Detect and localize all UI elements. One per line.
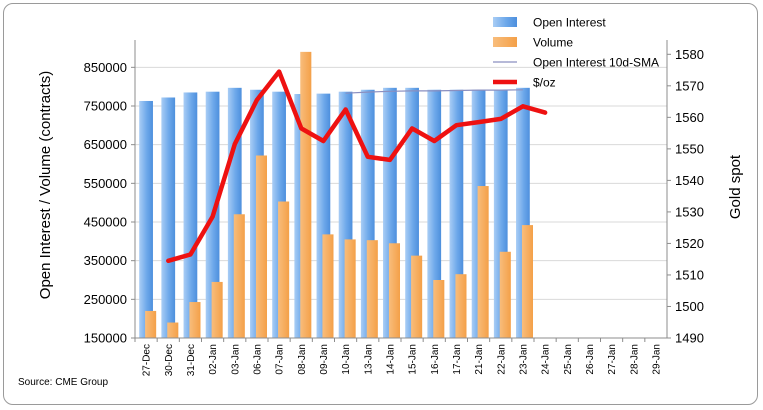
y-tick-label: 550000 — [84, 176, 127, 191]
x-tick-label: 21-Jan — [474, 344, 485, 375]
y-tick-label: 450000 — [84, 215, 127, 230]
x-tick-label: 17-Jan — [452, 344, 463, 375]
y-tick-label: 750000 — [84, 99, 127, 114]
volume-bar — [477, 186, 489, 338]
volume-bar — [521, 225, 533, 338]
y2-tick-label: 1540 — [675, 173, 704, 188]
x-tick-label: 27-Jan — [607, 344, 618, 375]
legend-label: Volume — [533, 36, 573, 50]
open-interest-bar — [183, 92, 198, 338]
y2-tick-label: 1570 — [675, 78, 704, 93]
x-tick-label: 15-Jan — [408, 344, 419, 375]
y2-tick-label: 1550 — [675, 141, 704, 156]
x-tick-label: 14-Jan — [385, 344, 396, 375]
legend: Open Interest Volume Open Interest 10d-SMA… — [493, 16, 659, 90]
x-tick-label: 27-Dec — [142, 344, 153, 376]
lines — [166, 69, 548, 264]
gold-price-line — [166, 69, 548, 264]
volume-bar — [322, 234, 334, 338]
y-tick-label: 650000 — [84, 137, 127, 152]
y-tick-label: 850000 — [84, 60, 127, 75]
sma-line — [345, 89, 523, 94]
x-tick-label: 03-Jan — [230, 344, 241, 375]
tick-labels: 150000 250000 350000 450000 550000 650000 7500… — [84, 47, 704, 376]
axes — [131, 40, 671, 342]
volume-bar — [499, 251, 511, 338]
y2-axis-label: Gold spot — [727, 154, 744, 219]
open-interest-bar — [427, 89, 442, 338]
x-tick-label: 09-Jan — [319, 344, 330, 375]
y-axis-label: Open Interest / Volume (contracts) — [37, 71, 54, 299]
y2-tick-label: 1500 — [675, 299, 704, 314]
y2-tick-label: 1530 — [675, 204, 704, 219]
y-tick-label: 150000 — [84, 331, 127, 346]
x-tick-label: 08-Jan — [297, 344, 308, 375]
volume-bar — [255, 155, 267, 338]
volume-bar — [145, 310, 157, 338]
legend-label: Open Interest 10d-SMA — [533, 56, 659, 70]
legend-label: $/oz — [533, 76, 556, 90]
y-tick-label: 250000 — [84, 292, 127, 307]
source-note: Source: CME Group — [18, 377, 109, 388]
y2-tick-label: 1490 — [675, 331, 704, 346]
y2-tick-label: 1580 — [675, 47, 704, 62]
x-tick-label: 30-Dec — [164, 344, 175, 376]
volume-bar — [300, 51, 312, 338]
y-tick-label: 350000 — [84, 253, 127, 268]
legend-swatch-volume — [493, 37, 517, 47]
volume-bar — [233, 214, 245, 338]
volume-bar — [433, 280, 445, 338]
legend-label: Open Interest — [533, 16, 606, 30]
x-tick-label: 22-Jan — [496, 344, 507, 375]
y2-tick-label: 1560 — [675, 110, 704, 125]
open-interest-bar — [139, 100, 153, 339]
volume-bar — [411, 255, 423, 338]
volume-bar — [455, 274, 467, 338]
y2-tick-label: 1520 — [675, 236, 704, 251]
x-tick-label: 23-Jan — [518, 344, 529, 375]
volume-bar — [278, 201, 290, 338]
volume-bar — [366, 240, 378, 338]
legend-swatch-open-interest — [493, 17, 517, 27]
x-tick-label: 29-Jan — [651, 344, 662, 375]
x-tick-label: 24-Jan — [541, 344, 552, 375]
x-tick-label: 16-Jan — [430, 344, 441, 375]
volume-bar — [167, 322, 179, 338]
x-tick-label: 28-Jan — [629, 344, 640, 375]
y2-tick-label: 1510 — [675, 267, 704, 282]
x-tick-label: 26-Jan — [585, 344, 596, 375]
x-tick-label: 02-Jan — [208, 344, 219, 375]
volume-bar — [211, 281, 223, 338]
x-tick-label: 25-Jan — [563, 344, 574, 375]
volume-bars — [145, 51, 533, 338]
volume-bar — [344, 239, 356, 338]
x-tick-label: 31-Dec — [186, 344, 197, 376]
x-tick-label: 10-Jan — [341, 344, 352, 375]
x-tick-label: 06-Jan — [252, 344, 263, 375]
volume-bar — [189, 302, 201, 338]
x-tick-label: 07-Jan — [275, 344, 286, 375]
open-interest-bar — [161, 97, 176, 338]
volume-bar — [388, 243, 400, 338]
x-tick-label: 13-Jan — [363, 344, 374, 375]
